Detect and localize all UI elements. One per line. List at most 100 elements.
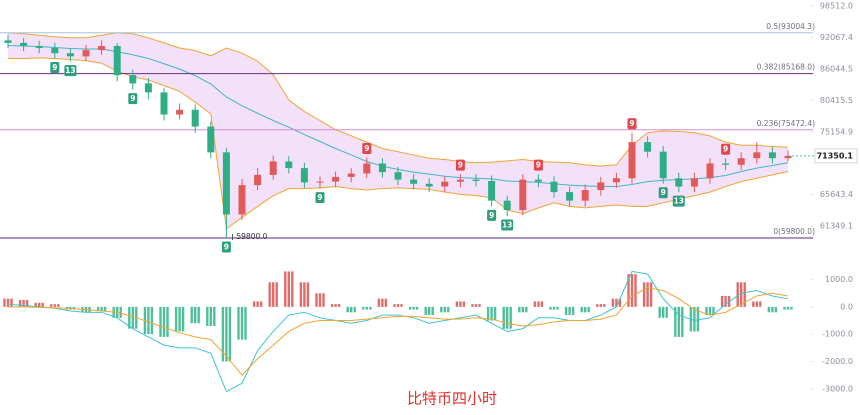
candle-body [378, 163, 386, 173]
candle-body [176, 109, 184, 115]
candle-body [82, 50, 90, 57]
fib-label: 0(59800.0) [773, 227, 815, 236]
candle-body [722, 163, 730, 165]
candle-body [144, 83, 152, 93]
candle-body [753, 152, 761, 159]
candle-body [425, 183, 433, 187]
candle-body [300, 168, 308, 183]
td-marker [315, 192, 325, 204]
candle-body [456, 179, 464, 182]
y-tick-label: -1000.0 [822, 330, 853, 339]
td-label: 13 [65, 66, 75, 75]
td-label: 9 [458, 161, 463, 170]
candle-body [488, 180, 496, 201]
candle-body [659, 151, 667, 179]
candle-body [597, 182, 605, 191]
candle-body [238, 185, 246, 215]
candle-body [20, 42, 28, 46]
candle-body [129, 75, 137, 84]
band-upper [7, 32, 789, 167]
td-label: 9 [224, 242, 229, 251]
candle-body [363, 163, 371, 174]
td-marker [221, 241, 231, 253]
candle-body [160, 92, 168, 115]
candle-body [644, 142, 652, 152]
td-label: 9 [364, 144, 369, 153]
candle-body [690, 178, 698, 187]
low-label: 59800.0 [236, 232, 267, 241]
fib-label: 0.382(85168.0) [757, 63, 815, 72]
td-marker [455, 159, 465, 171]
candle-body [737, 158, 745, 165]
candle-body [113, 45, 121, 76]
candle-body [394, 172, 402, 180]
candle-body [472, 179, 480, 181]
td-marker [501, 219, 514, 231]
y-tick-label: 61349.1 [820, 222, 853, 231]
candle-body [519, 179, 527, 211]
td-marker [362, 143, 372, 155]
y-tick-label: 98512.0 [820, 2, 853, 11]
candle-body [675, 178, 683, 187]
candle-body [254, 174, 262, 186]
candle-body [207, 126, 215, 153]
candle-body [784, 155, 792, 159]
candle-body [285, 161, 293, 169]
candle-body [347, 173, 355, 177]
y-tick-label: 92067.4 [820, 33, 853, 42]
td-marker [627, 118, 637, 130]
candle-body [612, 178, 620, 183]
candle-body [410, 179, 418, 184]
td-marker [50, 61, 60, 73]
td-label: 9 [489, 211, 494, 220]
td-label: 9 [629, 119, 634, 128]
macd-dif [7, 270, 789, 393]
y-tick-label: -3000.0 [822, 384, 853, 393]
band-fill [8, 32, 788, 229]
y-tick-label: 86044.5 [820, 64, 853, 73]
last-price-box [814, 148, 858, 164]
fib-label: 0.236(75472.4) [757, 119, 815, 128]
td-label: 9 [52, 63, 57, 72]
td-label: 13 [502, 220, 512, 229]
candle-body [66, 53, 74, 57]
candle-body [4, 40, 12, 43]
candle-body [503, 200, 511, 211]
candle-body [332, 176, 340, 182]
candle-body [98, 45, 106, 51]
candle-body [534, 179, 542, 182]
candle-body [51, 48, 59, 54]
td-label: 9 [723, 145, 728, 154]
y-tick-label: 80415.5 [820, 96, 853, 105]
candle-body [35, 45, 43, 49]
td-marker [658, 187, 668, 199]
td-label: 9 [130, 94, 135, 103]
td-marker [672, 195, 685, 207]
last-price: 71350.1 [817, 151, 854, 160]
candle-body [768, 152, 776, 159]
td-label: 9 [661, 188, 666, 197]
y-tick-label: -2000.0 [822, 357, 853, 366]
candle-body [222, 152, 230, 215]
td-marker [128, 93, 138, 105]
y-tick-label: 1000.0 [825, 275, 853, 284]
y-tick-label: 65643.4 [820, 190, 853, 199]
candle-body [706, 163, 714, 179]
candle-body [316, 181, 324, 183]
candle-body [566, 192, 574, 201]
candle-body [550, 181, 558, 193]
candle-body [581, 190, 589, 201]
candle-body [269, 161, 277, 175]
candle-body [191, 109, 199, 127]
td-marker [533, 159, 543, 171]
fib-label: 0.5(93004.3) [766, 22, 815, 31]
band-lower [8, 57, 789, 230]
candle-body [441, 181, 449, 187]
y-tick-label: 0.0 [840, 302, 853, 311]
macd-dea [8, 287, 789, 376]
y-tick-label: 75154.9 [820, 127, 853, 136]
td-label: 13 [674, 197, 684, 206]
td-marker [64, 65, 77, 77]
